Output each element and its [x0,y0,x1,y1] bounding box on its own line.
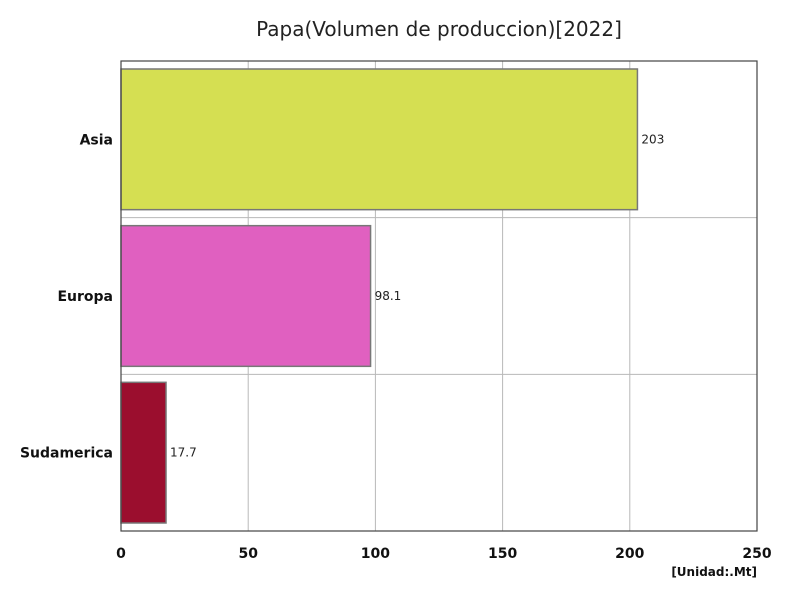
value-label: 98.1 [375,289,402,303]
value-label: 203 [641,132,664,146]
category-label: Asia [80,132,113,148]
bar-sudamerica [120,381,167,524]
unit-label: [Unidad:.Mt] [671,565,757,579]
x-tick-label: 200 [615,546,644,562]
x-tick-label: 100 [361,546,390,562]
bar-europa [120,224,372,368]
category-label: Sudamerica [20,446,113,462]
bar-asia [120,68,639,211]
plot-frame [120,60,758,532]
x-tick-label: 0 [116,546,126,562]
category-label: Europa [57,289,113,305]
x-tick-label: 150 [488,546,517,562]
chart-title: Papa(Volumen de produccion)[2022] [256,17,622,41]
x-tick-label: 250 [742,546,771,562]
labels: Asia 203 Europa 98.1 Sudamerica 17.7 0 50 100 150… [20,132,772,562]
x-tick-label: 50 [238,546,258,562]
value-label: 17.7 [170,446,197,460]
